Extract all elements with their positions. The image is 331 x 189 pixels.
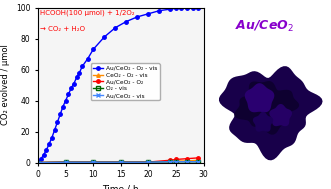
CeO₂ - O₂ - vis <box>64 161 68 163</box>
Au/CeO₂ - O₂ - vis <box>44 149 48 151</box>
Au/CeO₂ - O₂ - vis <box>86 58 90 60</box>
Au/CeO₂ - vis <box>91 161 95 163</box>
Au/CeO₂ - vis <box>119 161 123 163</box>
Au/CeO₂ - vis <box>36 161 40 164</box>
O₂ - vis <box>146 161 150 163</box>
O₂ - vis <box>185 161 189 163</box>
Au/CeO₂ - O₂ - vis <box>39 158 43 161</box>
Au/CeO₂ - O₂ - vis <box>196 6 200 9</box>
Line: Au/CeO₂ - O₂: Au/CeO₂ - O₂ <box>36 156 200 164</box>
O₂ - vis <box>36 161 40 164</box>
Au/CeO₂ - O₂ - vis <box>50 137 54 139</box>
Au/CeO₂ - O₂ - vis <box>77 71 81 74</box>
CeO₂ - O₂ - vis <box>36 161 40 164</box>
Au/CeO₂ - O₂ - vis <box>36 161 40 164</box>
Au/CeO₂ - O₂ - vis <box>55 121 59 123</box>
Au/CeO₂ - O₂ <box>168 159 172 161</box>
Legend: Au/CeO₂ - O₂ - vis, CeO₂ - O₂ - vis, Au/CeO₂ - O₂, O₂ - vis, Au/CeO₂ - vis: Au/CeO₂ - O₂ - vis, CeO₂ - O₂ - vis, Au/… <box>91 63 160 101</box>
Line: Au/CeO₂ - O₂ - vis: Au/CeO₂ - O₂ - vis <box>36 6 200 164</box>
Y-axis label: CO₂ evolved / μmol: CO₂ evolved / μmol <box>1 45 10 125</box>
CeO₂ - O₂ - vis <box>146 161 150 163</box>
Au/CeO₂ - O₂ <box>174 158 178 161</box>
Au/CeO₂ - O₂ - vis <box>124 20 128 23</box>
Au/CeO₂ - O₂ - vis <box>113 27 117 29</box>
Au/CeO₂ - O₂ - vis <box>61 106 65 108</box>
Au/CeO₂ - O₂ - vis <box>185 6 189 9</box>
Au/CeO₂ - O₂ - vis <box>179 6 183 9</box>
CeO₂ - O₂ - vis <box>168 161 172 163</box>
O₂ - vis <box>196 161 200 163</box>
CeO₂ - O₂ - vis <box>196 159 200 161</box>
Au/CeO₂ - O₂ - vis <box>191 6 195 9</box>
Au/CeO₂ - O₂ - vis <box>80 65 84 68</box>
O₂ - vis <box>168 161 172 163</box>
O₂ - vis <box>119 161 123 163</box>
Au/CeO₂ - O₂ - vis <box>102 36 106 38</box>
Text: HCOOH(100 μmol) + 1/2O₂: HCOOH(100 μmol) + 1/2O₂ <box>40 9 134 16</box>
Text: Au/CeO$_2$: Au/CeO$_2$ <box>235 19 294 34</box>
O₂ - vis <box>64 161 68 163</box>
Au/CeO₂ - O₂ - vis <box>67 93 71 95</box>
Line: CeO₂ - O₂ - vis: CeO₂ - O₂ - vis <box>36 159 200 164</box>
Au/CeO₂ - O₂ - vis <box>42 154 46 156</box>
Au/CeO₂ - O₂ <box>36 161 40 164</box>
Au/CeO₂ - O₂ <box>196 157 200 159</box>
Au/CeO₂ - vis <box>146 161 150 163</box>
Au/CeO₂ - vis <box>168 161 172 163</box>
Au/CeO₂ - O₂ <box>64 161 68 163</box>
Au/CeO₂ - O₂ - vis <box>146 13 150 15</box>
Au/CeO₂ - O₂ - vis <box>47 143 51 145</box>
Au/CeO₂ - vis <box>174 161 178 163</box>
Au/CeO₂ - O₂ - vis <box>64 99 68 102</box>
Au/CeO₂ - O₂ - vis <box>69 87 73 89</box>
Au/CeO₂ - O₂ - vis <box>158 9 162 12</box>
Au/CeO₂ - vis <box>196 161 200 163</box>
O₂ - vis <box>174 161 178 163</box>
Au/CeO₂ - O₂ - vis <box>135 16 139 18</box>
Au/CeO₂ - O₂ - vis <box>58 113 62 116</box>
CeO₂ - O₂ - vis <box>174 160 178 162</box>
X-axis label: Time / h: Time / h <box>103 185 139 189</box>
Au/CeO₂ - O₂ - vis <box>91 48 95 50</box>
Au/CeO₂ - O₂ - vis <box>168 8 172 10</box>
Line: Au/CeO₂ - vis: Au/CeO₂ - vis <box>36 160 200 164</box>
Au/CeO₂ - O₂ <box>146 161 150 163</box>
CeO₂ - O₂ - vis <box>185 160 189 162</box>
Au/CeO₂ - O₂ <box>119 161 123 163</box>
O₂ - vis <box>91 161 95 163</box>
Au/CeO₂ - O₂ <box>91 161 95 163</box>
CeO₂ - O₂ - vis <box>119 161 123 163</box>
CeO₂ - O₂ - vis <box>91 161 95 163</box>
Au/CeO₂ - O₂ - vis <box>53 129 57 131</box>
Line: O₂ - vis: O₂ - vis <box>36 160 200 164</box>
Au/CeO₂ - O₂ - vis <box>75 76 79 78</box>
Au/CeO₂ - vis <box>185 161 189 163</box>
Au/CeO₂ - O₂ - vis <box>72 82 76 85</box>
Text: → CO₂ + H₂O: → CO₂ + H₂O <box>40 26 85 32</box>
Au/CeO₂ - vis <box>64 161 68 163</box>
Au/CeO₂ - O₂ <box>185 158 189 160</box>
Au/CeO₂ - O₂ - vis <box>174 7 178 9</box>
